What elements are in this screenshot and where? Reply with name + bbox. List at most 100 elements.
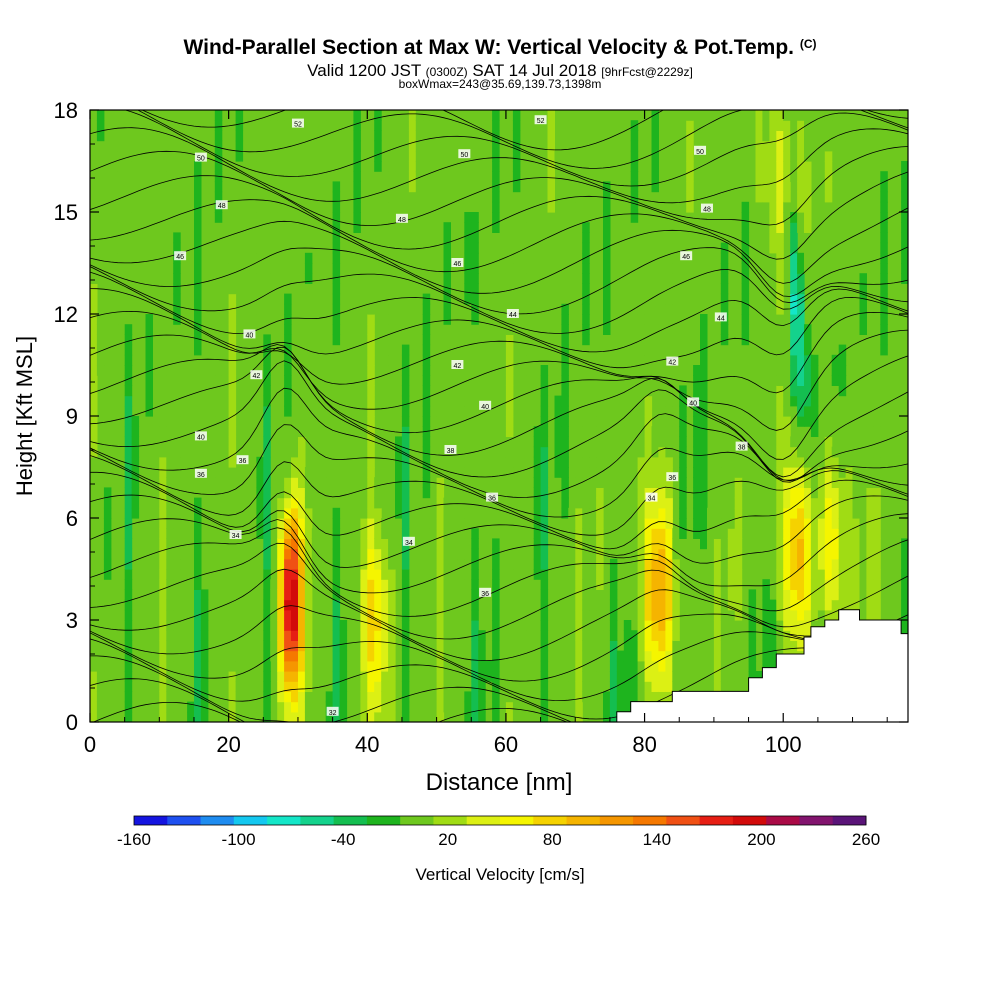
field-cell	[408, 171, 417, 182]
field-cell	[381, 528, 389, 539]
field-cell	[298, 456, 306, 468]
field-cell	[547, 201, 555, 213]
field-cell	[665, 589, 673, 601]
field-cell	[457, 385, 465, 397]
field-cell	[547, 273, 555, 284]
field-cell	[693, 436, 701, 448]
field-cell	[339, 110, 348, 121]
field-cell	[637, 324, 646, 335]
field-cell	[332, 222, 341, 233]
field-cell	[464, 691, 472, 703]
field-cell	[658, 650, 666, 662]
isentrope-label-box	[451, 258, 464, 267]
field-cell	[512, 711, 521, 722]
field-cell	[194, 242, 202, 254]
field-cell	[797, 161, 805, 172]
field-cell	[353, 171, 361, 182]
field-cell	[838, 599, 847, 611]
isentrope-label: 50	[696, 149, 704, 156]
field-cell	[589, 548, 597, 560]
field-cell	[790, 477, 798, 488]
field-cell	[298, 681, 306, 692]
field-cell	[734, 426, 743, 437]
field-cell	[582, 222, 590, 233]
field-cell	[672, 589, 680, 601]
field-cell	[797, 579, 805, 590]
field-cell	[727, 569, 736, 580]
field-cell	[124, 691, 133, 703]
field-cell	[845, 191, 854, 203]
field-cell	[298, 446, 306, 458]
field-cell	[748, 660, 757, 672]
field-cell	[110, 314, 119, 325]
colorbar-tick-label: 200	[747, 830, 775, 849]
field-cell	[422, 324, 431, 335]
field-cell	[831, 477, 840, 488]
field-cell	[783, 201, 791, 213]
field-cell	[734, 660, 743, 672]
field-cell	[395, 507, 403, 519]
field-cell	[117, 222, 126, 233]
field-cell	[492, 538, 500, 550]
field-cell	[596, 630, 604, 641]
field-cell	[138, 691, 146, 703]
field-cell	[596, 436, 604, 448]
field-cell	[159, 609, 167, 621]
field-cell	[166, 548, 174, 560]
field-cell	[339, 671, 348, 682]
field-cell	[367, 426, 375, 437]
field-cell	[159, 569, 167, 580]
field-cell	[270, 630, 278, 641]
field-cell	[804, 538, 812, 550]
field-cell	[804, 558, 812, 570]
field-cell	[457, 650, 465, 662]
field-cell	[249, 303, 257, 315]
field-cell	[291, 456, 299, 468]
field-cell	[658, 436, 666, 448]
field-cell	[526, 293, 535, 305]
field-cell	[783, 579, 791, 590]
field-cell	[388, 518, 396, 529]
field-cell	[762, 130, 770, 142]
field-cell	[298, 589, 306, 601]
field-cell	[797, 446, 805, 458]
field-cell	[651, 528, 659, 539]
field-cell	[769, 620, 777, 631]
field-cell	[665, 263, 673, 274]
field-cell	[110, 283, 119, 295]
isentrope-line	[90, 288, 908, 369]
field-cell	[866, 120, 874, 131]
field-cell	[443, 232, 451, 244]
field-cell	[436, 701, 445, 713]
field-cell	[304, 660, 313, 672]
field-cell	[304, 711, 313, 722]
field-cell	[291, 630, 299, 641]
field-cell	[776, 181, 784, 193]
field-cell	[436, 416, 445, 427]
colorbar-swatch	[666, 816, 701, 825]
field-cell	[741, 283, 750, 295]
field-cell	[471, 681, 479, 692]
field-cell	[776, 324, 784, 335]
field-cell	[762, 589, 770, 601]
field-cell	[159, 130, 167, 142]
field-cell	[284, 620, 292, 631]
field-cell	[810, 518, 819, 529]
field-cell	[596, 609, 604, 621]
field-cell	[817, 181, 826, 193]
field-cell	[790, 630, 798, 641]
field-cell	[298, 701, 306, 713]
field-cell	[526, 150, 535, 162]
field-cell	[526, 201, 535, 213]
field-cell	[824, 579, 833, 590]
field-cell	[429, 191, 438, 203]
field-cell	[360, 538, 368, 550]
field-cell	[90, 416, 98, 427]
isentrope-label-box	[215, 200, 228, 210]
field-cell	[596, 558, 604, 570]
field-cell	[499, 334, 507, 346]
field-cell	[776, 497, 784, 509]
field-cell	[256, 477, 264, 488]
field-cell	[713, 548, 722, 560]
field-cell	[817, 232, 826, 244]
